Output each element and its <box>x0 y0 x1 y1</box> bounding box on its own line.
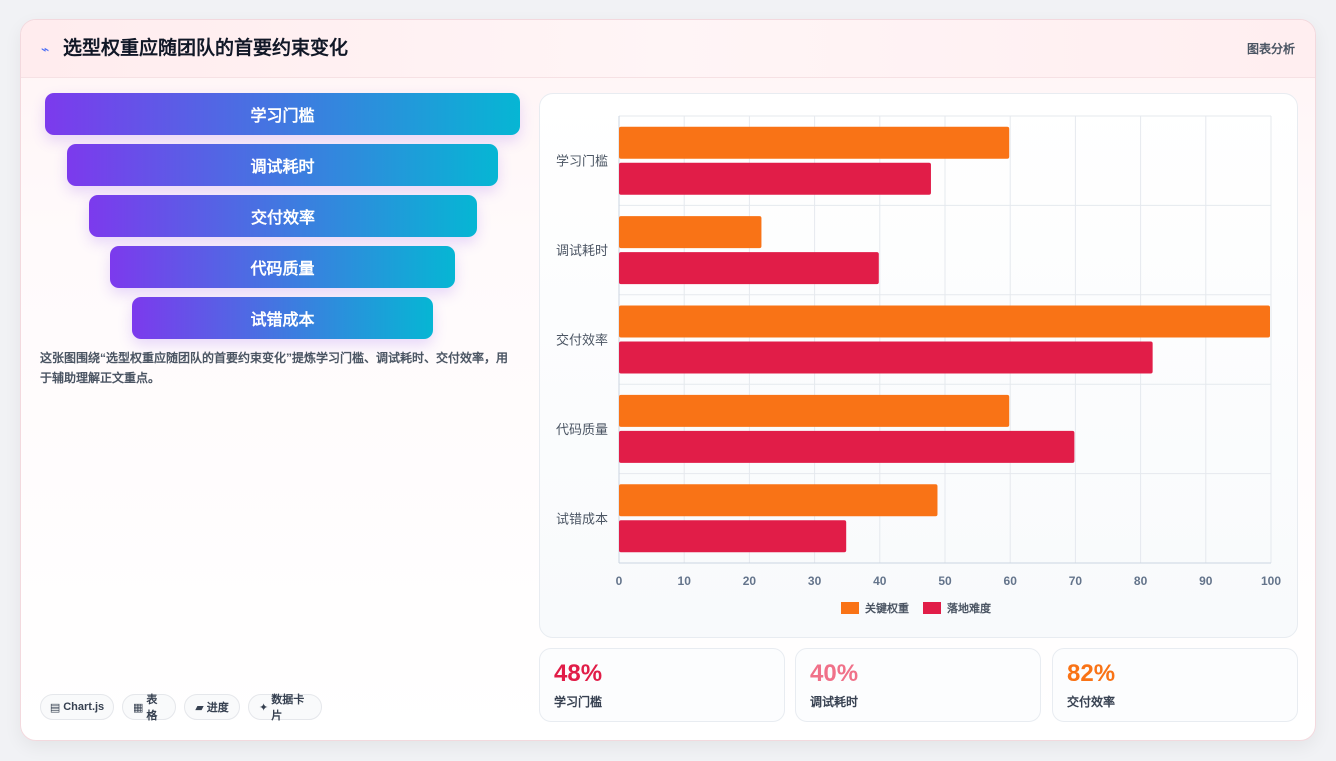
bar-difficulty <box>619 430 1075 463</box>
chip-table[interactable]: ▦ 表格 <box>122 694 176 722</box>
chart-analysis-badge: 图表分析 <box>1246 42 1295 56</box>
y-category-label: 试错成本 <box>556 511 608 526</box>
x-tick-label: 50 <box>938 574 952 588</box>
bar-key-weight <box>619 216 762 249</box>
stat-card-learning: 48% 学习门槛 <box>539 648 785 722</box>
progress-icon: ▰ <box>195 701 204 714</box>
page-title: 选型权重应随团队的首要约束变化 <box>63 38 349 59</box>
stat-card-debugging: 40% 调试耗时 <box>795 648 1041 722</box>
stat-label: 交付效率 <box>1067 695 1116 709</box>
y-category-label: 调试耗时 <box>556 243 608 258</box>
stat-value: 82% <box>1067 660 1116 687</box>
stat-value: 48% <box>554 660 603 687</box>
funnel-step-trial-cost: 试错成本 <box>132 297 433 339</box>
stat-value: 40% <box>810 660 859 687</box>
bar-key-weight <box>619 126 1010 159</box>
bar-difficulty <box>619 162 931 195</box>
x-tick-label: 60 <box>1004 574 1018 588</box>
bar-difficulty <box>619 520 847 553</box>
x-tick-label: 0 <box>616 574 623 588</box>
legend-swatch <box>841 602 859 614</box>
chart-icon: ▤ <box>49 701 61 714</box>
stat-label: 调试耗时 <box>810 695 859 709</box>
y-category-label: 学习门槛 <box>556 154 608 169</box>
x-tick-label: 30 <box>808 574 822 588</box>
y-category-label: 交付效率 <box>556 333 608 348</box>
bar-key-weight <box>619 394 1010 427</box>
chart-panel: 0 10 20 30 40 50 60 70 80 90 100 学习门槛调试耗时交付效率代码质量试错… <box>539 93 1298 638</box>
funnel-step-quality: 代码质量 <box>110 246 455 288</box>
x-tick-label: 20 <box>743 574 757 588</box>
x-tick-label: 70 <box>1069 574 1083 588</box>
chip-chartjs[interactable]: ▤ Chart.js <box>40 694 114 720</box>
analysis-card: ⌁ 选型权重应随团队的首要约束变化 图表分析 学习门槛 调试耗时 交付效率 代码… <box>20 19 1316 741</box>
stat-card-delivery: 82% 交付效率 <box>1052 648 1298 722</box>
bar-difficulty <box>619 252 879 285</box>
legend-swatch <box>923 602 941 614</box>
y-category-label: 代码质量 <box>556 422 608 437</box>
funnel-step-delivery: 交付效率 <box>89 195 477 237</box>
chip-label: Chart.js <box>63 701 105 713</box>
x-tick-label: 40 <box>873 574 887 588</box>
chart-description: 这张图围绕“选型权重应随团队的首要约束变化”提炼学习门槛、调试耗时、交付效率，用… <box>40 351 509 385</box>
bar-chart: 0 10 20 30 40 50 60 70 80 90 100 学习门槛调试耗时交付效率代码质量试错… <box>556 115 1281 615</box>
table-icon: ▦ <box>133 701 144 714</box>
chip-label: 表格 <box>146 694 158 722</box>
x-tick-label: 100 <box>1261 574 1281 588</box>
x-tick-label: 80 <box>1134 574 1148 588</box>
chip-label: 进度 <box>206 702 229 714</box>
legend-label: 落地难度 <box>947 601 992 615</box>
card-header: ⌁ 选型权重应随团队的首要约束变化 图表分析 <box>21 20 1315 78</box>
sparkle-icon: ✦ <box>259 701 269 714</box>
funnel-step-debugging: 调试耗时 <box>67 144 498 186</box>
bar-key-weight <box>619 305 1270 338</box>
stat-label: 学习门槛 <box>554 695 603 709</box>
legend-label: 关键权重 <box>865 601 909 615</box>
chip-data-card[interactable]: ✦ 数据卡片 <box>248 694 322 722</box>
bar-difficulty <box>619 341 1153 374</box>
bolt-icon: ⌁ <box>41 41 50 57</box>
x-tick-label: 10 <box>678 574 692 588</box>
funnel-step-learning: 学习门槛 <box>45 93 520 135</box>
chip-label: 数据卡片 <box>271 694 305 722</box>
x-tick-label: 90 <box>1199 574 1213 588</box>
chip-progress[interactable]: ▰ 进度 <box>184 694 240 720</box>
bar-key-weight <box>619 484 938 517</box>
